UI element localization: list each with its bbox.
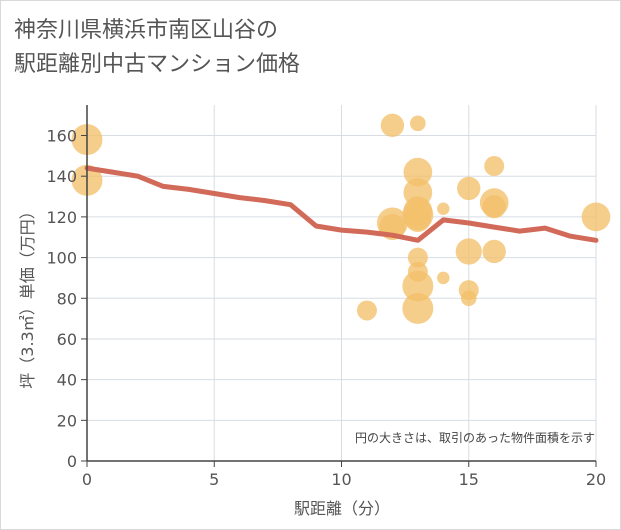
data-bubble <box>407 247 428 268</box>
bubble-size-note: 円の大きさは、取引のあった物件面積を示す <box>355 430 595 445</box>
data-bubble <box>403 157 433 187</box>
data-bubble <box>460 290 477 307</box>
y-tick-label: 100 <box>46 249 77 268</box>
data-bubble <box>482 195 506 219</box>
grid-lines <box>87 105 597 461</box>
data-bubble <box>380 113 405 138</box>
data-bubble <box>404 205 431 233</box>
data-bubble <box>437 202 450 215</box>
y-tick-label: 60 <box>57 330 77 349</box>
chart-title-line1: 神奈川県横浜市南区山谷の <box>14 18 279 43</box>
y-axis-label: 坪（3.3㎡）単価（万円） <box>18 203 37 388</box>
x-axis-label: 駅距離（分） <box>294 499 390 518</box>
axes: 0 20 40 60 80 100 120 140 160 0 5 10 15 20 <box>46 105 606 489</box>
y-tick-label: 0 <box>67 452 77 471</box>
x-tick-label: 20 <box>586 470 606 489</box>
x-tick-label: 10 <box>331 470 351 489</box>
axis-labels: 駅距離（分） 坪（3.3㎡）単価（万円） 円の大きさは、取引のあった物件面積を示… <box>18 203 595 518</box>
data-bubble <box>410 115 426 132</box>
x-tick-label: 0 <box>82 470 92 489</box>
y-tick-label: 20 <box>57 411 77 430</box>
data-bubble <box>482 239 506 264</box>
data-bubble <box>437 271 450 285</box>
data-bubble <box>457 176 481 201</box>
data-bubble <box>455 238 482 265</box>
y-tick-label: 140 <box>46 167 77 186</box>
y-tick-label: 120 <box>46 208 77 227</box>
data-bubble <box>402 270 434 302</box>
data-bubble <box>581 202 611 232</box>
y-tick-label: 80 <box>57 289 77 308</box>
trend-line <box>84 165 599 243</box>
data-bubble <box>484 156 505 177</box>
data-bubble <box>356 300 377 321</box>
data-bubble <box>402 292 434 324</box>
x-tick-label: 5 <box>209 470 219 489</box>
bubble-series <box>71 113 611 324</box>
y-tick-label: 40 <box>57 371 77 390</box>
y-tick-label: 160 <box>46 127 77 146</box>
x-tick-label: 15 <box>459 470 479 489</box>
trend-series <box>84 165 599 243</box>
chart-title-line2: 駅距離別中古マンション価格 <box>14 52 301 77</box>
chart-title: 神奈川県横浜市南区山谷の 駅距離別中古マンション価格 <box>14 14 300 82</box>
